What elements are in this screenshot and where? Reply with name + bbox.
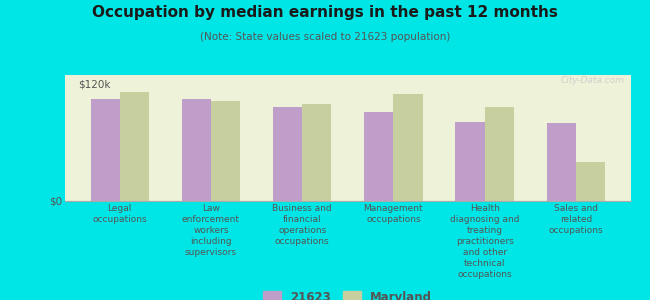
Bar — [273, 107, 302, 201]
Bar — [456, 122, 484, 201]
Bar — [364, 112, 393, 201]
Bar — [393, 94, 422, 201]
Bar — [576, 162, 605, 201]
Text: (Note: State values scaled to 21623 population): (Note: State values scaled to 21623 popu… — [200, 32, 450, 41]
Bar — [120, 92, 149, 201]
Text: $120k: $120k — [78, 80, 111, 90]
Bar — [182, 99, 211, 201]
Text: City-Data.com: City-Data.com — [561, 76, 625, 85]
Legend: 21623, Maryland: 21623, Maryland — [257, 285, 438, 300]
Bar — [484, 107, 514, 201]
Text: Occupation by median earnings in the past 12 months: Occupation by median earnings in the pas… — [92, 4, 558, 20]
Bar — [302, 104, 332, 201]
Bar — [547, 124, 576, 201]
Bar — [211, 101, 240, 201]
Bar — [90, 99, 120, 201]
